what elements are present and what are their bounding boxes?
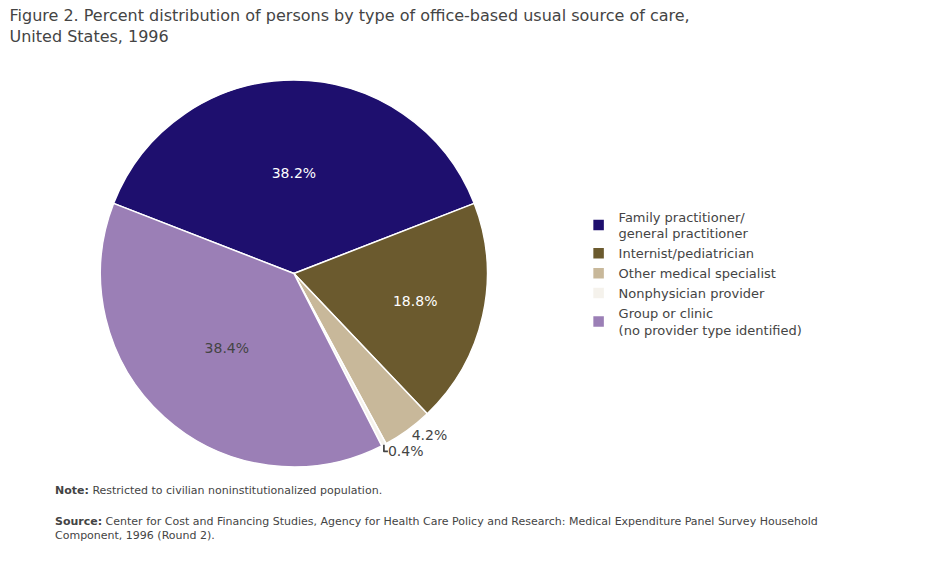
svg-text:0.4%: 0.4% (388, 443, 424, 459)
svg-text:Figure 2. Percent distribution: Figure 2. Percent distribution of person… (9, 6, 689, 46)
svg-text:Other medical specialist: Other medical specialist (619, 266, 776, 281)
svg-text:Source: Center for Cost and Fi: Source: Center for Cost and Financing St… (55, 515, 818, 542)
svg-text:38.4%: 38.4% (205, 340, 249, 356)
svg-text:Note: Restricted to civilian n: Note: Restricted to civilian noninstitut… (55, 484, 382, 497)
svg-text:18.8%: 18.8% (393, 293, 437, 309)
svg-text:Internist/pediatrician: Internist/pediatrician (619, 246, 754, 261)
svg-text:Family practitioner/general pr: Family practitioner/general practitioner (619, 210, 749, 242)
svg-text:Group or clinic(no provider ty: Group or clinic(no provider type identif… (619, 306, 802, 338)
svg-text:Nonphysician provider: Nonphysician provider (619, 286, 765, 301)
svg-text:4.2%: 4.2% (412, 427, 448, 443)
svg-text:38.2%: 38.2% (272, 165, 316, 181)
